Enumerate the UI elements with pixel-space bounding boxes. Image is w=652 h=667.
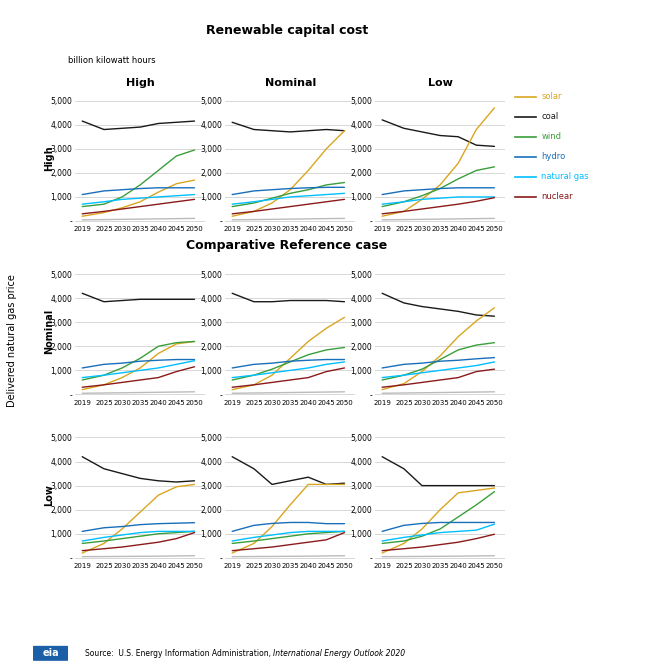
Text: natural gas: natural gas (541, 172, 589, 181)
Text: Nominal: Nominal (44, 309, 54, 354)
Title: High: High (126, 79, 155, 89)
Text: Low: Low (44, 484, 54, 506)
Text: Delivered natural gas price: Delivered natural gas price (7, 273, 17, 407)
Title: Nominal: Nominal (265, 79, 316, 89)
Text: eia: eia (42, 648, 59, 658)
Text: High: High (44, 145, 54, 171)
Text: billion kilowatt hours: billion kilowatt hours (68, 55, 156, 65)
Text: nuclear: nuclear (541, 192, 573, 201)
Text: hydro: hydro (541, 152, 565, 161)
Text: solar: solar (541, 92, 561, 101)
Title: Low: Low (428, 79, 452, 89)
Text: Renewable capital cost: Renewable capital cost (206, 23, 368, 37)
FancyBboxPatch shape (33, 646, 68, 661)
Text: Source:  U.S. Energy Information Administration,: Source: U.S. Energy Information Administ… (85, 649, 273, 658)
Text: coal: coal (541, 112, 558, 121)
Text: wind: wind (541, 132, 561, 141)
Text: International Energy Outlook 2020: International Energy Outlook 2020 (273, 649, 405, 658)
Text: Comparative Reference case: Comparative Reference case (186, 239, 387, 251)
